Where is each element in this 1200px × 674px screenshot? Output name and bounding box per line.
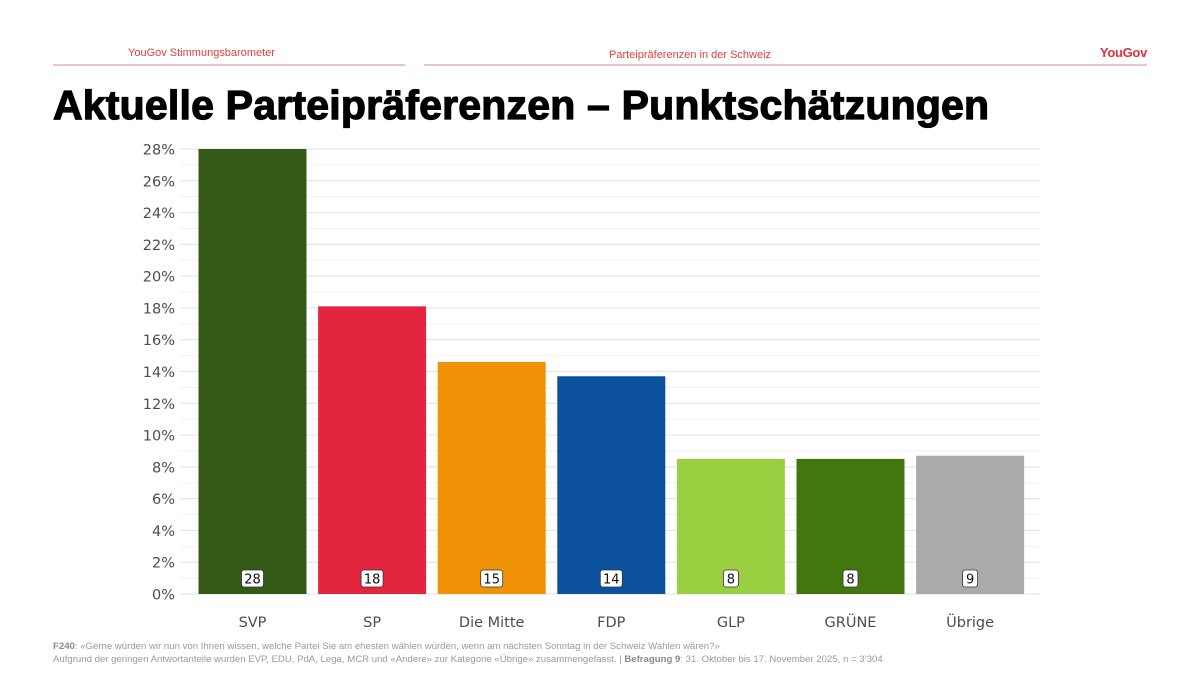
data-label: 9 (966, 573, 974, 588)
survey-label: Befragung 9 (624, 653, 681, 665)
data-label-box (723, 569, 739, 588)
x-tick-label: FDP (597, 615, 626, 631)
y-axis-ticks: 0% 2% 4% 6% 8% 10% 12% 14% 16% 18% 20% 22% 24% 26% 28% (143, 143, 175, 604)
footer-note: Aufgrund der geringen Antwortanteile wur… (53, 654, 883, 667)
footer-question: F240: «Gerne würden wir nun von Ihnen wi… (53, 641, 883, 654)
y-tick-label: 10% (143, 429, 175, 445)
bar-die-mitte (437, 361, 546, 594)
bar-sp (318, 306, 427, 594)
x-tick-label: GRÜNE (825, 613, 877, 631)
yougov-logo: YouGov (1099, 45, 1147, 60)
data-label: 15 (483, 573, 500, 588)
y-tick-label: 6% (152, 492, 175, 508)
data-label: 14 (603, 573, 620, 588)
y-tick-label: 24% (143, 206, 175, 222)
data-label-box (962, 569, 978, 588)
data-label-box (599, 569, 623, 588)
data-label: 18 (364, 573, 381, 588)
footer: F240: «Gerne würden wir nun von Ihnen wi… (53, 641, 883, 666)
x-tick-label: Übrige (946, 613, 994, 631)
question-text: : «Gerne würden wir nun von Ihnen wissen… (74, 641, 720, 652)
note-text: Aufgrund der geringen Antwortanteile wur… (53, 653, 625, 665)
y-tick-label: 20% (143, 270, 175, 286)
data-label: 8 (727, 573, 735, 588)
bars (198, 149, 1025, 594)
x-tick-label: SP (363, 615, 381, 631)
y-tick-label: 4% (152, 524, 175, 540)
header-left-label: YouGov Stimmungsbarometer (128, 47, 275, 59)
data-label-box (480, 569, 504, 588)
bar-svp (198, 149, 307, 594)
y-tick-label: 14% (143, 365, 175, 381)
y-tick-label: 18% (143, 301, 175, 317)
data-label-box (842, 569, 859, 588)
header-center-label: Parteipräferenzen in der Schweiz (609, 49, 772, 61)
y-tick-label: 26% (143, 174, 175, 190)
y-tick-label: 0% (152, 588, 175, 604)
data-label-box (360, 569, 384, 588)
x-tick-label: GLP (717, 615, 745, 631)
y-tick-label: 12% (143, 397, 175, 413)
header-right-divider (424, 64, 1147, 66)
bar-fdp (557, 376, 666, 594)
y-tick-label: 22% (143, 238, 175, 254)
y-tick-label: 28% (143, 143, 175, 159)
x-tick-label: SVP (239, 615, 267, 631)
data-label: 28 (244, 573, 261, 588)
y-tick-label: 2% (152, 556, 175, 572)
x-tick-label: Die Mitte (459, 615, 525, 631)
data-labels: 28 18 15 14 8 8 9 (241, 569, 978, 588)
data-label: 8 (846, 573, 854, 588)
x-axis-ticks: SVP SP Die Mitte FDP GLP GRÜNE Übrige (239, 613, 995, 631)
header-left-divider (53, 64, 405, 66)
y-tick-label: 8% (152, 460, 175, 476)
data-label-box (241, 569, 264, 588)
page-title: Aktuelle Parteipräferenzen – Punktschätz… (52, 81, 990, 128)
y-tick-label: 16% (143, 333, 175, 349)
question-id: F240 (53, 641, 75, 652)
survey-text: : 31. Oktober bis 17. November 2025, n =… (680, 653, 883, 665)
